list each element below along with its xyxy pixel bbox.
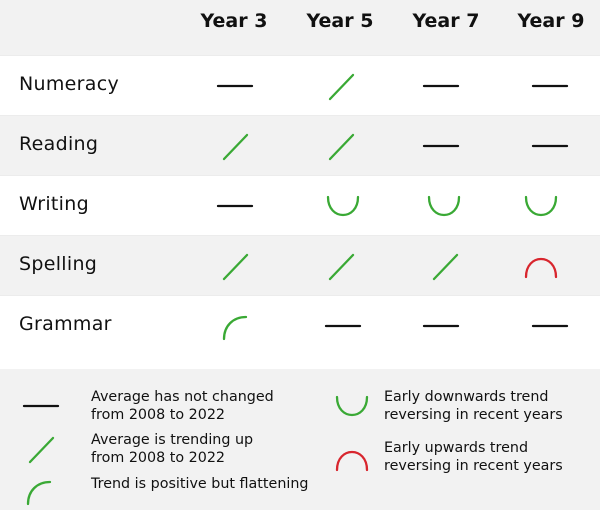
flattening-arc-icon — [222, 315, 248, 341]
table-row-writing: Writing — [0, 175, 600, 235]
diagonal-up-line-icon — [328, 73, 355, 101]
row-label: Numeracy — [19, 73, 119, 95]
horizontal-line-icon — [531, 84, 569, 88]
trend-cell-flat — [421, 306, 461, 346]
table-row-reading: Reading — [0, 115, 600, 175]
u-shape-arc-icon-mark — [427, 195, 461, 216]
u-shape-arc-icon — [326, 195, 360, 216]
trend-cell-flat — [215, 186, 255, 226]
diagonal-up-line-icon-mark — [222, 133, 249, 161]
horizontal-line-icon — [216, 84, 254, 88]
legend-symbol — [21, 429, 61, 464]
legend-text-line-2: reversing in recent years — [384, 458, 563, 474]
column-header-year-5: Year 5 — [306, 10, 374, 32]
column-header-year-7: Year 7 — [412, 10, 480, 32]
legend-text-line-2: reversing in recent years — [384, 407, 563, 423]
flattening-arc-icon-mark — [222, 315, 248, 341]
diagonal-up-line-icon — [432, 253, 459, 281]
diagonal-up-line-icon-mark — [328, 133, 355, 161]
trend-cell-flat — [421, 126, 461, 166]
diagonal-up-line-icon-mark — [328, 253, 355, 281]
horizontal-line-icon — [324, 324, 362, 328]
legend-text-line-1: Average is trending up — [91, 432, 254, 448]
trend-cell-up — [321, 246, 361, 286]
trend-cell-down-reversing — [323, 186, 363, 226]
diagonal-up-line-icon-mark — [222, 253, 249, 281]
horizontal-line-icon — [422, 84, 460, 88]
trend-cell-up — [321, 66, 361, 106]
trend-cell-up — [215, 126, 255, 166]
horizontal-line-icon — [422, 324, 460, 328]
trend-cell-flat — [215, 66, 255, 106]
column-header-year-3: Year 3 — [200, 10, 268, 32]
row-label: Writing — [19, 193, 89, 215]
horizontal-line-icon — [531, 144, 569, 148]
diagonal-up-line-icon — [222, 133, 249, 161]
horizontal-line-icon — [22, 404, 60, 408]
diagonal-up-line-icon — [28, 436, 55, 464]
trend-cell-up — [215, 246, 255, 286]
legend-text-line-1: Average has not changed — [91, 389, 274, 405]
legend-text-line-1: Early upwards trend — [384, 440, 529, 456]
legend-symbol — [332, 386, 372, 420]
u-shape-arc-icon — [524, 195, 558, 216]
u-shape-arc-icon-mark — [524, 195, 558, 216]
trend-cell-flat — [530, 306, 570, 346]
n-shape-arc-icon — [524, 258, 558, 279]
flattening-arc-icon-mark — [26, 480, 52, 506]
horizontal-line-icon — [216, 204, 254, 208]
table-row-numeracy: Numeracy — [0, 55, 600, 115]
trend-cell-flat — [421, 66, 461, 106]
trend-cell-flat — [323, 306, 363, 346]
legend-text-line-1: Trend is positive but flattening — [91, 476, 309, 492]
legend-symbol — [21, 386, 61, 420]
table-header: Year 3 Year 5 Year 7 Year 9 — [0, 0, 600, 55]
diagonal-up-line-icon-mark — [328, 73, 355, 101]
trend-cell-flat — [530, 126, 570, 166]
trend-cell-flat — [530, 66, 570, 106]
u-shape-arc-icon — [335, 395, 369, 416]
legend-symbol — [332, 439, 372, 473]
table-row-spelling: Spelling — [0, 235, 600, 295]
legend-symbol — [21, 471, 61, 506]
diagonal-up-line-icon-mark — [432, 253, 459, 281]
trend-cell-up — [425, 246, 465, 286]
legend-text-line-1: Early downwards trend — [384, 389, 549, 405]
row-label: Grammar — [19, 313, 112, 335]
diagonal-up-line-icon — [328, 133, 355, 161]
diagonal-up-line-icon — [328, 253, 355, 281]
trend-cell-flattening — [217, 306, 257, 346]
trend-cell-up-reversing — [521, 246, 561, 286]
flattening-arc-icon — [26, 480, 52, 506]
u-shape-arc-icon — [427, 195, 461, 216]
trend-cell-down-reversing — [521, 186, 561, 226]
table-row-grammar: Grammar — [0, 295, 600, 355]
row-label: Reading — [19, 133, 99, 155]
horizontal-line-icon — [422, 144, 460, 148]
trend-cell-up — [321, 126, 361, 166]
trend-table: Year 3 Year 5 Year 7 Year 9 Numeracy Rea… — [0, 0, 600, 355]
u-shape-arc-icon-mark — [326, 195, 360, 216]
legend: Average has not changed from 2008 to 202… — [0, 369, 600, 510]
column-header-year-9: Year 9 — [517, 10, 585, 32]
row-label: Spelling — [19, 253, 98, 275]
u-shape-arc-icon-mark — [335, 395, 369, 416]
n-shape-arc-icon — [335, 451, 369, 472]
legend-text-line-2: from 2008 to 2022 — [91, 407, 226, 423]
horizontal-line-icon — [531, 324, 569, 328]
n-shape-arc-icon-mark — [524, 258, 558, 279]
diagonal-up-line-icon — [222, 253, 249, 281]
trend-cell-down-reversing — [424, 186, 464, 226]
legend-text-line-2: from 2008 to 2022 — [91, 450, 226, 466]
n-shape-arc-icon-mark — [335, 451, 369, 472]
diagonal-up-line-icon-mark — [28, 436, 55, 464]
